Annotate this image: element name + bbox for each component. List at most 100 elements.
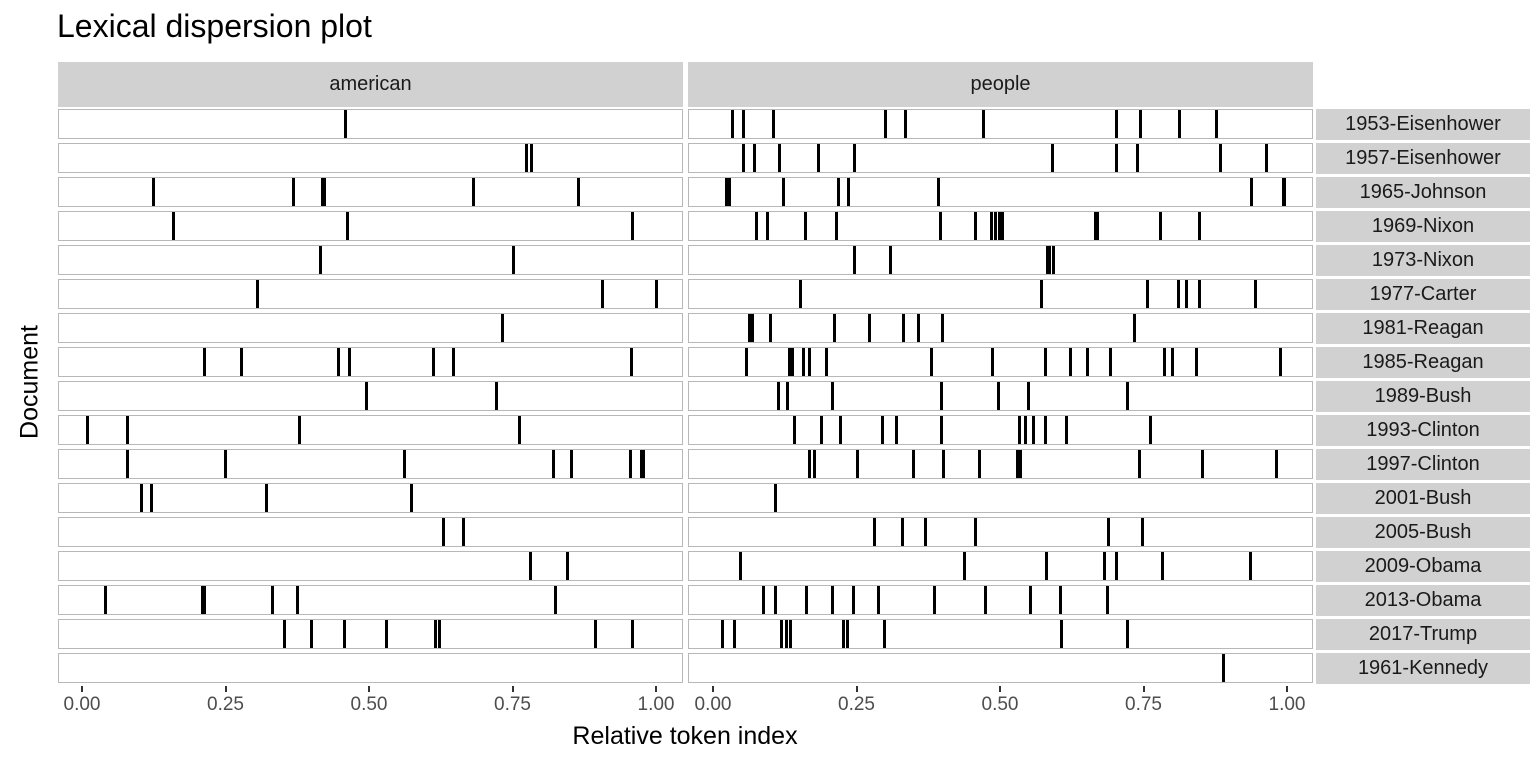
occurrence-mark xyxy=(524,144,528,172)
axis-tick-mark xyxy=(224,686,227,692)
occurrence-mark xyxy=(936,178,940,206)
occurrence-mark xyxy=(1198,212,1202,240)
panel-row-people xyxy=(688,517,1313,547)
occurrence-mark xyxy=(441,518,445,546)
occurrence-mark xyxy=(1250,178,1254,206)
occurrence-mark xyxy=(149,484,153,512)
panel-row-people xyxy=(688,483,1313,513)
chart-title: Lexical dispersion plot xyxy=(57,8,372,44)
occurrence-mark xyxy=(1177,280,1181,308)
panel-row-american xyxy=(58,619,683,649)
occurrence-mark xyxy=(1200,450,1204,478)
axis-tick-label: 0.75 xyxy=(494,694,531,715)
occurrence-mark xyxy=(978,450,982,478)
x-axis-title: Relative token index xyxy=(572,722,798,750)
occurrence-mark xyxy=(1198,280,1202,308)
panel-row-people xyxy=(688,279,1313,309)
occurrence-mark xyxy=(983,586,987,614)
occurrence-mark xyxy=(990,212,994,240)
occurrence-mark xyxy=(963,552,967,580)
occurrence-mark xyxy=(1219,144,1223,172)
occurrence-mark xyxy=(745,348,749,376)
axis-tick-mark xyxy=(712,686,714,692)
axis-tick-label: 0.25 xyxy=(838,694,875,715)
occurrence-mark xyxy=(1001,212,1005,240)
panel-row-american xyxy=(58,381,683,411)
occurrence-mark xyxy=(799,280,803,308)
panel-row-american xyxy=(58,279,683,309)
occurrence-mark xyxy=(282,620,286,648)
occurrence-mark xyxy=(402,450,406,478)
occurrence-mark xyxy=(1106,586,1110,614)
occurrence-mark xyxy=(1045,246,1049,274)
occurrence-mark xyxy=(1068,348,1072,376)
occurrence-mark xyxy=(836,178,840,206)
occurrence-mark xyxy=(203,348,207,376)
occurrence-mark xyxy=(1114,552,1118,580)
panel-row-people xyxy=(688,313,1313,343)
panel-row-people xyxy=(688,585,1313,615)
panel-row-people xyxy=(688,415,1313,445)
document-strip-label: 1969-Nixon xyxy=(1316,211,1530,242)
panel-row-american xyxy=(58,109,683,139)
occurrence-mark xyxy=(1137,450,1141,478)
occurrence-mark xyxy=(727,178,731,206)
occurrence-mark xyxy=(1158,212,1162,240)
occurrence-mark xyxy=(296,586,300,614)
occurrence-mark xyxy=(1044,416,1048,444)
occurrence-mark xyxy=(824,348,828,376)
occurrence-mark xyxy=(801,348,805,376)
occurrence-mark xyxy=(152,178,156,206)
occurrence-mark xyxy=(1093,212,1097,240)
occurrence-mark xyxy=(1059,586,1063,614)
occurrence-mark xyxy=(1032,416,1036,444)
occurrence-mark xyxy=(912,450,916,478)
occurrence-mark xyxy=(319,246,323,274)
occurrence-mark xyxy=(1064,416,1068,444)
occurrence-mark xyxy=(904,110,908,138)
occurrence-mark xyxy=(320,178,324,206)
occurrence-mark xyxy=(1254,280,1258,308)
panel-row-people xyxy=(688,347,1313,377)
axis-tick-mark xyxy=(368,686,370,692)
document-strip-label: 1965-Johnson xyxy=(1316,177,1530,208)
panel-row-american xyxy=(58,143,683,173)
occurrence-mark xyxy=(777,144,781,172)
document-strip-label: 1993-Clinton xyxy=(1316,415,1530,446)
document-strip-label: 1981-Reagan xyxy=(1316,313,1530,344)
occurrence-mark xyxy=(495,382,499,410)
occurrence-mark xyxy=(347,348,351,376)
occurrence-mark xyxy=(819,416,823,444)
occurrence-mark xyxy=(323,178,327,206)
occurrence-mark xyxy=(126,416,130,444)
occurrence-mark xyxy=(929,348,933,376)
occurrence-mark xyxy=(569,450,573,478)
occurrence-mark xyxy=(529,144,533,172)
occurrence-mark xyxy=(853,144,857,172)
occurrence-mark xyxy=(853,246,857,274)
occurrence-mark xyxy=(1274,450,1278,478)
occurrence-mark xyxy=(792,416,796,444)
document-strip-label: 1989-Bush xyxy=(1316,381,1530,412)
panel-row-american xyxy=(58,313,683,343)
occurrence-mark xyxy=(812,450,816,478)
occurrence-mark xyxy=(629,450,633,478)
document-strip-label: 2001-Bush xyxy=(1316,483,1530,514)
occurrence-mark xyxy=(461,518,465,546)
occurrence-mark xyxy=(808,450,812,478)
occurrence-mark xyxy=(1023,416,1027,444)
occurrence-mark xyxy=(846,620,850,648)
occurrence-mark xyxy=(437,620,441,648)
occurrence-mark xyxy=(1163,348,1167,376)
axis-tick-label: 1.00 xyxy=(637,694,675,715)
axis-tick-mark xyxy=(511,686,514,692)
occurrence-mark xyxy=(994,212,998,240)
occurrence-mark xyxy=(364,382,368,410)
occurrence-mark xyxy=(1018,450,1022,478)
occurrence-mark xyxy=(939,416,943,444)
occurrence-mark xyxy=(997,212,1001,240)
occurrence-mark xyxy=(1126,620,1130,648)
occurrence-mark xyxy=(1265,144,1269,172)
document-strip-label: 1973-Nixon xyxy=(1316,245,1530,276)
occurrence-mark xyxy=(1086,348,1090,376)
